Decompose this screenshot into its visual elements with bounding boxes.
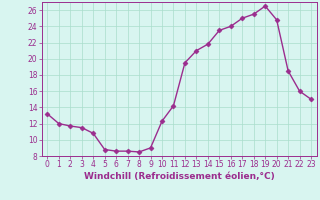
X-axis label: Windchill (Refroidissement éolien,°C): Windchill (Refroidissement éolien,°C) [84, 172, 275, 181]
